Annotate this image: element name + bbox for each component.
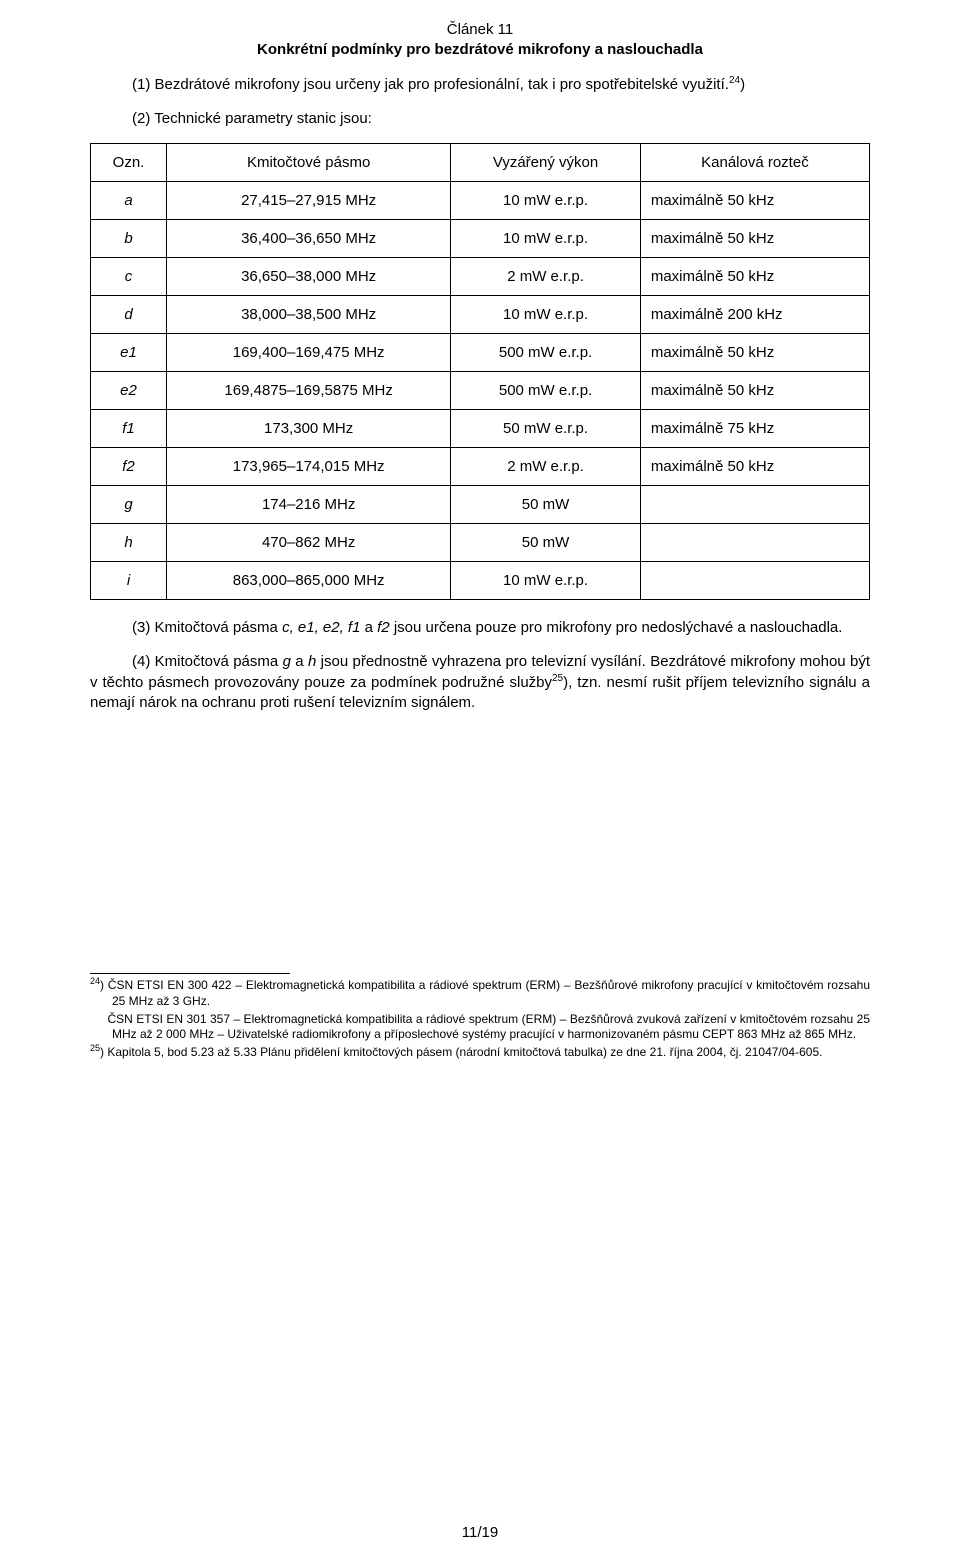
- parameters-table: Ozn. Kmitočtové pásmo Vyzářený výkon Kan…: [90, 143, 870, 600]
- p2-text: (2) Technické parametry stanic jsou:: [132, 110, 372, 127]
- cell-ozn: f1: [91, 410, 167, 448]
- p4-mid1: a: [291, 653, 308, 670]
- paragraph-2: (2) Technické parametry stanic jsou:: [90, 109, 870, 129]
- cell-ozn: e1: [91, 334, 167, 372]
- table-row: i 863,000–865,000 MHz 10 mW e.r.p.: [91, 562, 870, 600]
- article-number: Článek 11: [90, 20, 870, 40]
- table-row: c 36,650–38,000 MHz 2 mW e.r.p. maximáln…: [91, 258, 870, 296]
- table-row: f1 173,300 MHz 50 mW e.r.p. maximálně 75…: [91, 410, 870, 448]
- table-row: a 27,415–27,915 MHz 10 mW e.r.p. maximál…: [91, 182, 870, 220]
- footnotes-separator: [90, 973, 290, 974]
- cell-ozn: b: [91, 220, 167, 258]
- footnote-ref-25: 25: [552, 673, 563, 684]
- cell-chan: maximálně 75 kHz: [640, 410, 869, 448]
- cell-pow: 10 mW e.r.p.: [451, 562, 641, 600]
- cell-pow: 10 mW e.r.p.: [451, 182, 641, 220]
- p4-i1: g: [283, 653, 291, 670]
- paragraph-1: (1) Bezdrátové mikrofony jsou určeny jak…: [90, 75, 870, 95]
- cell-band: 173,965–174,015 MHz: [167, 448, 451, 486]
- table-row: g 174–216 MHz 50 mW: [91, 486, 870, 524]
- footnote-24a: 24) ČSN ETSI EN 300 422 – Elektromagneti…: [90, 978, 870, 1010]
- footnote-mark: 24: [90, 976, 100, 986]
- footnote-mark: 25: [90, 1043, 100, 1053]
- cell-chan: maximálně 50 kHz: [640, 182, 869, 220]
- article-title: Konkrétní podmínky pro bezdrátové mikrof…: [90, 40, 870, 60]
- cell-ozn: g: [91, 486, 167, 524]
- th-chan: Kanálová rozteč: [640, 144, 869, 182]
- cell-pow: 50 mW e.r.p.: [451, 410, 641, 448]
- table-row: f2 173,965–174,015 MHz 2 mW e.r.p. maxim…: [91, 448, 870, 486]
- cell-pow: 50 mW: [451, 486, 641, 524]
- cell-ozn: f2: [91, 448, 167, 486]
- cell-ozn: e2: [91, 372, 167, 410]
- cell-band: 169,400–169,475 MHz: [167, 334, 451, 372]
- cell-pow: 2 mW e.r.p.: [451, 258, 641, 296]
- cell-pow: 2 mW e.r.p.: [451, 448, 641, 486]
- cell-band: 169,4875–169,5875 MHz: [167, 372, 451, 410]
- cell-band: 174–216 MHz: [167, 486, 451, 524]
- cell-band: 38,000–38,500 MHz: [167, 296, 451, 334]
- th-ozn: Ozn.: [91, 144, 167, 182]
- cell-ozn: h: [91, 524, 167, 562]
- p1-tail: ): [740, 76, 745, 93]
- p3-pre: (3) Kmitočtová pásma: [132, 619, 282, 636]
- paragraph-3: (3) Kmitočtová pásma c, e1, e2, f1 a f2 …: [90, 618, 870, 638]
- cell-band: 27,415–27,915 MHz: [167, 182, 451, 220]
- cell-ozn: d: [91, 296, 167, 334]
- cell-chan: maximálně 50 kHz: [640, 258, 869, 296]
- footnote-ref-24: 24: [729, 75, 740, 86]
- cell-chan: [640, 524, 869, 562]
- cell-band: 36,400–36,650 MHz: [167, 220, 451, 258]
- cell-ozn: c: [91, 258, 167, 296]
- cell-pow: 10 mW e.r.p.: [451, 296, 641, 334]
- cell-pow: 10 mW e.r.p.: [451, 220, 641, 258]
- table-row: d 38,000–38,500 MHz 10 mW e.r.p. maximál…: [91, 296, 870, 334]
- page: Článek 11 Konkrétní podmínky pro bezdrát…: [0, 0, 960, 1565]
- table-row: b 36,400–36,650 MHz 10 mW e.r.p. maximál…: [91, 220, 870, 258]
- cell-band: 173,300 MHz: [167, 410, 451, 448]
- cell-chan: maximálně 50 kHz: [640, 220, 869, 258]
- table-row: e2 169,4875–169,5875 MHz 500 mW e.r.p. m…: [91, 372, 870, 410]
- table-row: e1 169,400–169,475 MHz 500 mW e.r.p. max…: [91, 334, 870, 372]
- cell-chan: maximálně 50 kHz: [640, 334, 869, 372]
- cell-pow: 50 mW: [451, 524, 641, 562]
- cell-pow: 500 mW e.r.p.: [451, 334, 641, 372]
- cell-band: 863,000–865,000 MHz: [167, 562, 451, 600]
- cell-pow: 500 mW e.r.p.: [451, 372, 641, 410]
- p1-text: (1) Bezdrátové mikrofony jsou určeny jak…: [132, 76, 729, 93]
- cell-ozn: i: [91, 562, 167, 600]
- cell-band: 36,650–38,000 MHz: [167, 258, 451, 296]
- p3-i1: c, e1, e2, f1: [282, 619, 360, 636]
- cell-band: 470–862 MHz: [167, 524, 451, 562]
- footnote-text: ČSN ETSI EN 301 357 – Elektromagnetická …: [107, 1012, 870, 1042]
- footnote-25: 25) Kapitola 5, bod 5.23 až 5.33 Plánu p…: [90, 1045, 870, 1061]
- cell-chan: [640, 486, 869, 524]
- th-pow: Vyzářený výkon: [451, 144, 641, 182]
- cell-chan: [640, 562, 869, 600]
- footnote-text: ) ČSN ETSI EN 300 422 – Elektromagnetick…: [100, 978, 870, 1008]
- page-number: 11/19: [0, 1524, 960, 1541]
- footnote-text: ) Kapitola 5, bod 5.23 až 5.33 Plánu při…: [100, 1045, 822, 1059]
- cell-chan: maximálně 50 kHz: [640, 372, 869, 410]
- paragraph-4: (4) Kmitočtová pásma g a h jsou přednost…: [90, 652, 870, 713]
- table-header-row: Ozn. Kmitočtové pásmo Vyzářený výkon Kan…: [91, 144, 870, 182]
- cell-chan: maximálně 50 kHz: [640, 448, 869, 486]
- p3-post: jsou určena pouze pro mikrofony pro nedo…: [390, 619, 843, 636]
- p3-i2: f2: [377, 619, 390, 636]
- p3-mid1: a: [360, 619, 377, 636]
- cell-chan: maximálně 200 kHz: [640, 296, 869, 334]
- article-heading: Článek 11 Konkrétní podmínky pro bezdrát…: [90, 20, 870, 61]
- footnote-24b: 24) ČSN ETSI EN 301 357 – Elektromagneti…: [90, 1012, 870, 1044]
- cell-ozn: a: [91, 182, 167, 220]
- p4-pre: (4) Kmitočtová pásma: [132, 653, 283, 670]
- th-band: Kmitočtové pásmo: [167, 144, 451, 182]
- table-row: h 470–862 MHz 50 mW: [91, 524, 870, 562]
